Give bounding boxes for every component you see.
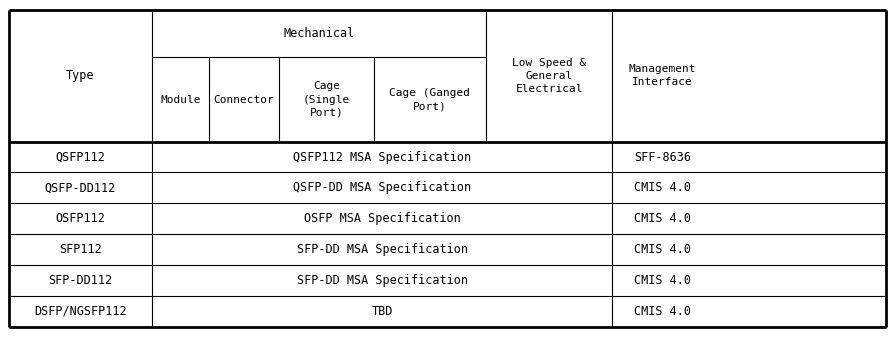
- Text: Low Speed &
General
Electrical: Low Speed & General Electrical: [511, 58, 586, 94]
- Text: CMIS 4.0: CMIS 4.0: [633, 181, 690, 194]
- Text: Cage
(Single
Port): Cage (Single Port): [302, 81, 350, 118]
- Text: CMIS 4.0: CMIS 4.0: [633, 243, 690, 256]
- Text: Type: Type: [66, 69, 95, 82]
- Text: CMIS 4.0: CMIS 4.0: [633, 274, 690, 287]
- Text: DSFP/NGSFP112: DSFP/NGSFP112: [34, 305, 127, 318]
- Text: SFP112: SFP112: [59, 243, 102, 256]
- Text: OSFP MSA Specification: OSFP MSA Specification: [303, 212, 460, 225]
- Text: CMIS 4.0: CMIS 4.0: [633, 212, 690, 225]
- Text: SFF-8636: SFF-8636: [633, 151, 690, 163]
- Text: QSFP112: QSFP112: [55, 151, 105, 163]
- Text: QSFP112 MSA Specification: QSFP112 MSA Specification: [292, 151, 471, 163]
- Text: Mechanical: Mechanical: [283, 27, 354, 40]
- Text: Cage (Ganged
Port): Cage (Ganged Port): [389, 88, 470, 111]
- Text: SFP-DD112: SFP-DD112: [48, 274, 113, 287]
- Text: QSFP-DD MSA Specification: QSFP-DD MSA Specification: [292, 181, 471, 194]
- Text: Management
Interface: Management Interface: [628, 64, 696, 87]
- Text: OSFP112: OSFP112: [55, 212, 105, 225]
- Text: CMIS 4.0: CMIS 4.0: [633, 305, 690, 318]
- Text: TBD: TBD: [371, 305, 392, 318]
- Text: QSFP-DD112: QSFP-DD112: [45, 181, 116, 194]
- Text: SFP-DD MSA Specification: SFP-DD MSA Specification: [296, 243, 468, 256]
- Text: SFP-DD MSA Specification: SFP-DD MSA Specification: [296, 274, 468, 287]
- Text: Connector: Connector: [214, 94, 274, 104]
- Text: Module: Module: [160, 94, 200, 104]
